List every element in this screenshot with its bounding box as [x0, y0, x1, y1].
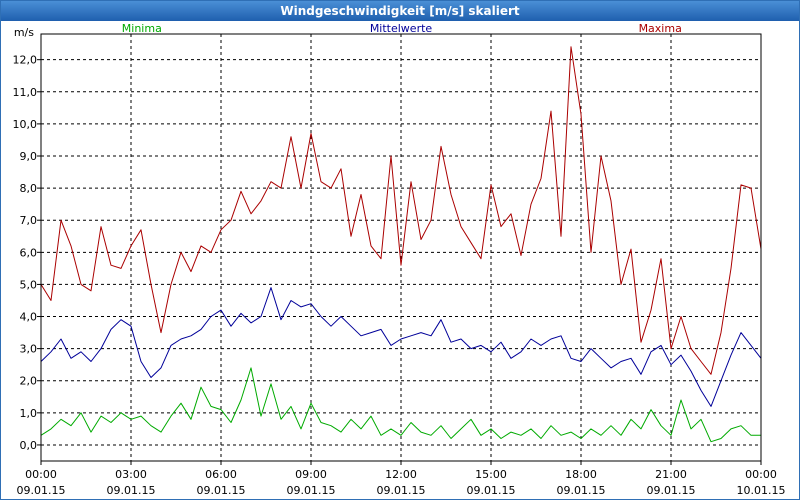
legend: Minima Mittelwerte Maxima	[122, 22, 682, 35]
y-tick-label: 8,0	[20, 182, 38, 195]
x-tick-label-date: 09.01.15	[377, 484, 426, 497]
y-tick-label: 10,0	[13, 118, 38, 131]
x-tick-label-date: 09.01.15	[647, 484, 696, 497]
y-tick-label: 12,0	[13, 54, 38, 67]
y-tick-label: 9,0	[20, 150, 38, 163]
series-line-maxima	[40, 46, 762, 375]
y-tick-label: 3,0	[20, 343, 38, 356]
y-tick-label: 6,0	[20, 246, 38, 259]
x-tick-label-time: 00:00	[25, 468, 57, 481]
y-tick-label: 5,0	[20, 278, 38, 291]
x-tick-label-time: 09:00	[295, 468, 327, 481]
x-tick-label-time: 03:00	[115, 468, 147, 481]
y-axis: 0,0 1,0 2,0 3,0 4,0 5,0 6,0 7,0 8,0 9,0 10,0 11,0 12…	[13, 26, 41, 452]
x-tick-label-date: 09.01.15	[197, 484, 246, 497]
x-tick-label-date: 10.01.15	[737, 484, 786, 497]
x-tick-label-date: 09.01.15	[467, 484, 516, 497]
x-tick-label-time: 00:00	[745, 468, 777, 481]
y-tick-label: 0,0	[20, 439, 38, 452]
series-line-minima	[40, 367, 761, 443]
x-tick-label-date: 09.01.15	[17, 484, 66, 497]
grid	[40, 34, 762, 461]
x-tick-label-date: 09.01.15	[107, 484, 156, 497]
y-tick-label: 7,0	[20, 214, 38, 227]
series-line-mittelwerte	[40, 287, 762, 407]
x-tick-label-time: 15:00	[475, 468, 507, 481]
y-tick-label: 11,0	[13, 86, 38, 99]
y-tick-label: 1,0	[20, 407, 38, 420]
y-axis-label: m/s	[14, 26, 34, 39]
x-tick-label-time: 12:00	[385, 468, 417, 481]
y-tick-label: 2,0	[20, 375, 38, 388]
series-layer	[40, 46, 762, 443]
legend-entry-maxima: Maxima	[639, 22, 682, 35]
line-chart: 0,0 1,0 2,0 3,0 4,0 5,0 6,0 7,0 8,0 9,0 10,0 11,0 12…	[13, 22, 786, 497]
legend-entry-mittelwerte: Mittelwerte	[370, 22, 433, 35]
x-tick-label-time: 18:00	[565, 468, 597, 481]
legend-entry-minima: Minima	[122, 22, 162, 35]
y-tick-label: 4,0	[20, 311, 38, 324]
x-tick-label-time: 21:00	[655, 468, 687, 481]
chart-title: Windgeschwindigkeit [m/s] skaliert	[1, 1, 799, 21]
x-tick-label-time: 06:00	[205, 468, 237, 481]
x-axis: 00:00 09.01.15 03:00 09.01.15 06:00 09.01.15 0…	[17, 461, 786, 497]
x-tick-label-date: 09.01.15	[287, 484, 336, 497]
x-tick-label-date: 09.01.15	[557, 484, 606, 497]
